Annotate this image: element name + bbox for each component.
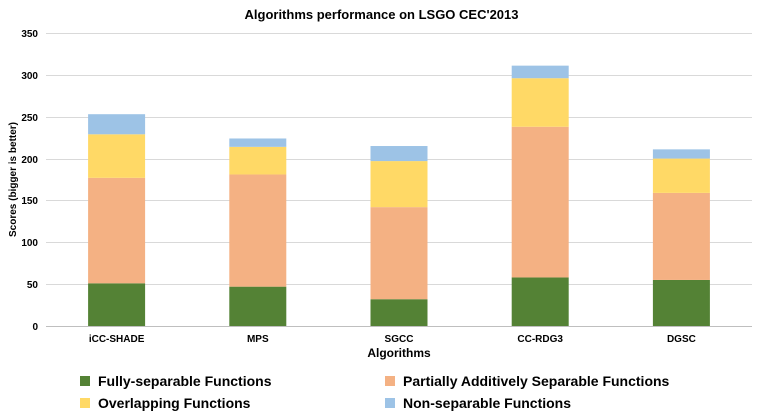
y-tick-label: 100 (21, 238, 38, 249)
bar-segment (370, 299, 428, 326)
legend-item-non-separable: Non-separable Functions (385, 395, 571, 411)
bar-segment (370, 161, 428, 208)
legend-item-overlapping: Overlapping Functions (80, 395, 250, 411)
legend-item-partially-separable: Partially Additively Separable Functions (385, 373, 669, 389)
legend-label: Fully-separable Functions (98, 373, 272, 389)
legend-swatch (385, 376, 395, 386)
legend: Fully-separable Functions Partially Addi… (0, 370, 763, 417)
bar-segment (229, 146, 287, 175)
bar-segment (370, 146, 428, 162)
chart-title: Algorithms performance on LSGO CEC'2013 (244, 7, 519, 22)
y-tick-label: 200 (21, 155, 38, 166)
x-tick-label: SGCC (385, 334, 414, 345)
x-tick-label: MPS (247, 334, 269, 345)
bar-segment (370, 207, 428, 300)
bar-segment (88, 114, 146, 135)
y-tick-label: 250 (21, 113, 38, 124)
y-tick-label: 350 (21, 29, 38, 40)
bar-segment (511, 65, 569, 79)
stacked-bar-chart: 0 50 100 150 200 250 300 350 iCC-SHADE MPS SGCC CC-… (8, 29, 752, 360)
bar-segment (88, 283, 146, 326)
legend-label: Non-separable Functions (403, 395, 572, 411)
x-tick-label: DGSC (667, 334, 696, 345)
y-tick-label: 50 (27, 280, 39, 291)
bar-segment (229, 286, 287, 326)
bar-segment (511, 78, 569, 127)
y-tick-label: 300 (21, 71, 38, 82)
bar-segment (511, 126, 569, 278)
x-tick-label: CC-RDG3 (517, 334, 563, 345)
legend-label: Partially Additively Separable Functions (403, 373, 670, 389)
y-axis-title: Scores (bigger is better) (8, 122, 19, 237)
y-tick-label: 150 (21, 196, 38, 207)
legend-swatch (385, 398, 395, 408)
bar-segment (229, 138, 287, 147)
bar-segment (511, 277, 569, 326)
x-tick-label: iCC-SHADE (89, 334, 145, 345)
bar-segment (88, 177, 146, 284)
bar-segment (652, 279, 710, 326)
y-tick-label: 0 (32, 322, 38, 333)
bar-segment (652, 149, 710, 159)
legend-label: Overlapping Functions (98, 395, 251, 411)
bar-segment (88, 134, 146, 178)
legend-swatch (80, 376, 90, 386)
bar-segment (652, 158, 710, 193)
x-axis-title: Algorithms (367, 346, 431, 360)
legend-item-fully-separable: Fully-separable Functions (80, 373, 271, 389)
bar-segment (652, 192, 710, 280)
legend-swatch (80, 398, 90, 408)
bar-segment (229, 174, 287, 287)
